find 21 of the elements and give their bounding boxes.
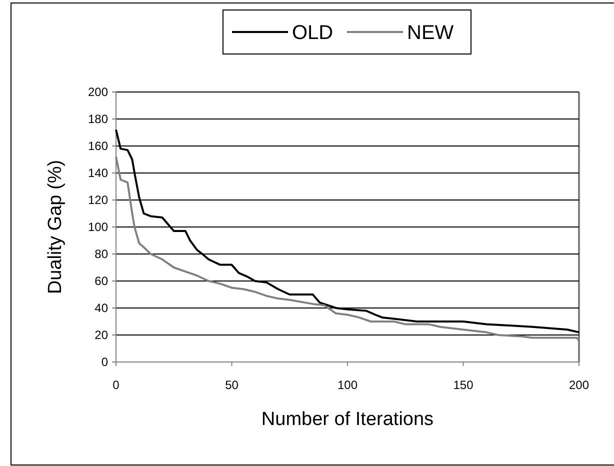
y-tick-label: 60 [94,274,108,288]
y-tick-label: 200 [88,85,108,100]
x-tick-label: 150 [453,378,474,392]
y-axis-title: Duality Gap (%) [45,160,66,294]
y-tick-label: 40 [94,301,108,316]
y-tick-label: 140 [88,166,108,180]
line-series [115,128,580,334]
y-tick-label: 180 [88,112,108,126]
y-tick-label: 20 [94,328,108,342]
x-axis-title: Number of Iterations [261,409,434,430]
y-tick-label: 0 [101,355,108,370]
x-tick-label: 0 [112,378,120,392]
y-tick-label: 160 [88,139,108,154]
x-tick-label: 50 [225,378,239,392]
y-tick-label: 120 [88,193,108,208]
x-tick-label: 200 [568,378,590,392]
x-tick-label: 100 [337,378,358,392]
legend-label: OLD [292,22,334,44]
y-tick-label: 100 [88,220,108,234]
legend-label: NEW [407,22,454,44]
y-tick-label: 80 [94,247,108,262]
